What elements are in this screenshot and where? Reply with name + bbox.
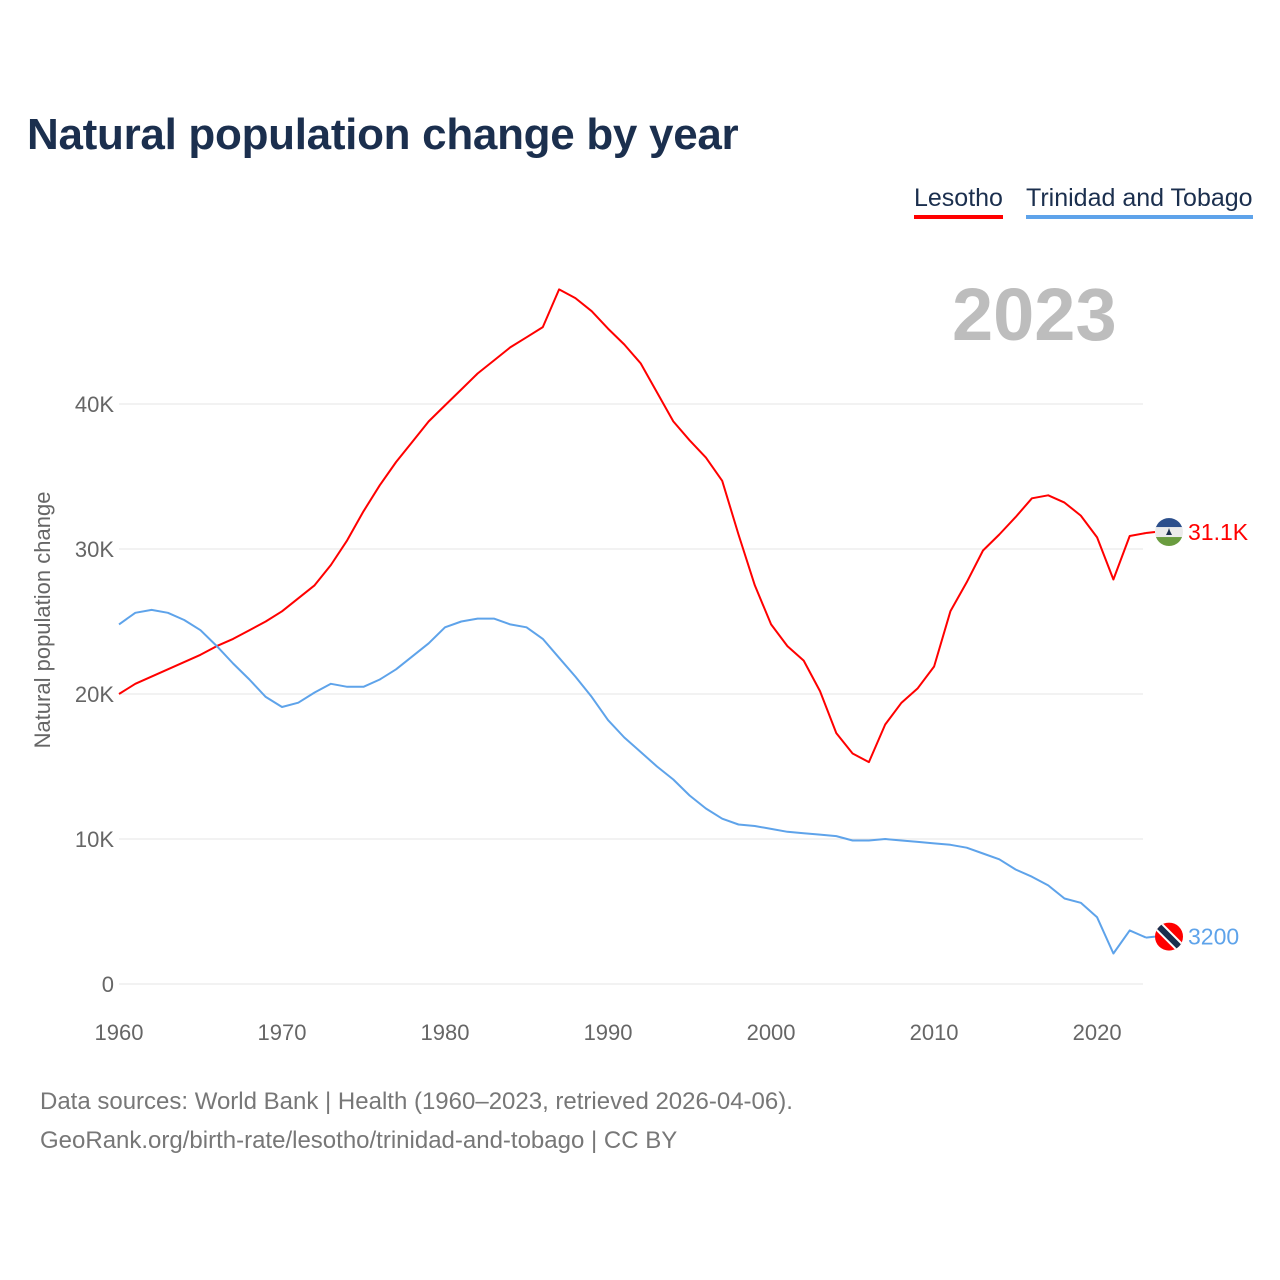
y-tick-label: 10K: [75, 827, 114, 852]
x-tick-label: 1980: [421, 1020, 470, 1045]
lesotho-flag-icon: [1155, 518, 1183, 547]
flag-connector: [1145, 531, 1156, 535]
x-tick-label: 1960: [95, 1020, 144, 1045]
chart-title: Natural population change by year: [27, 110, 739, 159]
footer-source: Data sources: World Bank | Health (1960–…: [40, 1088, 793, 1115]
series-line-lesotho: [118, 288, 1147, 764]
y-tick-label: 0: [102, 972, 114, 997]
flag-connector: [1145, 935, 1156, 939]
current-year-label: 2023: [952, 273, 1117, 356]
trinidad-flag-icon: [1155, 922, 1183, 951]
x-tick-label: 2020: [1073, 1020, 1122, 1045]
legend-trinidad-and-tobago[interactable]: Trinidad and Tobago: [1026, 184, 1253, 219]
x-tick-label: 2010: [910, 1020, 959, 1045]
y-tick-label: 40K: [75, 392, 114, 417]
end-value-label: 31.1K: [1188, 519, 1249, 545]
legend-lesotho[interactable]: Lesotho: [914, 184, 1003, 219]
x-tick-label: 1970: [258, 1020, 307, 1045]
x-tick-label: 2000: [747, 1020, 796, 1045]
series-line-trinidad-and-tobago: [118, 608, 1147, 955]
x-tick-label: 1990: [584, 1020, 633, 1045]
end-value-label: 3200: [1188, 924, 1239, 950]
y-tick-label: 30K: [75, 537, 114, 562]
y-tick-label: 20K: [75, 682, 114, 707]
footer-link[interactable]: GeoRank.org/birth-rate/lesotho/trinidad-…: [40, 1127, 678, 1154]
